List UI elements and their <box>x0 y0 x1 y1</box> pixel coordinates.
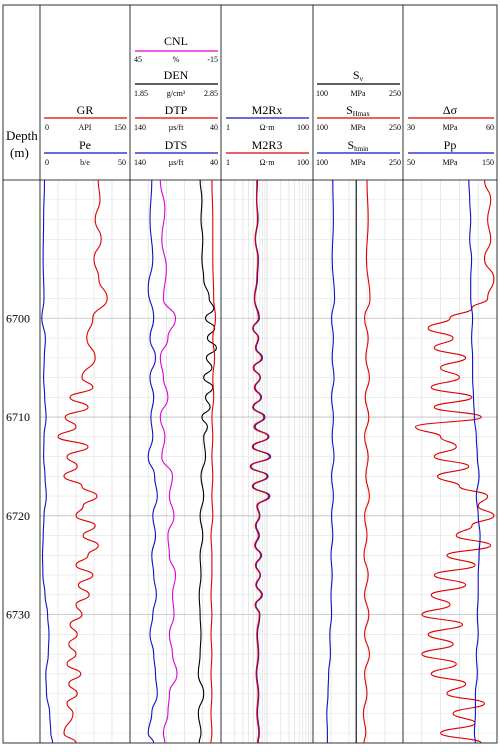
unit-m2r3: Ω·m <box>260 158 276 167</box>
unit-delta-sigma: MPa <box>442 123 458 132</box>
track-pressure <box>414 180 495 743</box>
curve-name-gr: GR <box>77 103 94 117</box>
curve-dts <box>147 180 158 743</box>
curve-name-m2r3: M2R3 <box>252 138 283 152</box>
track-resistivity <box>249 180 272 743</box>
curve-cnl <box>159 180 178 743</box>
scale-min-den: 1.85 <box>134 89 148 98</box>
scale-min-pe: 0 <box>45 158 49 167</box>
unit-den: g/cm³ <box>167 89 186 98</box>
curve-m2r3 <box>249 180 270 743</box>
curve-shmax <box>362 180 371 743</box>
depth-tick-label: 6710 <box>6 410 30 424</box>
scale-min-m2rx: 1 <box>226 123 230 132</box>
scale-max-m2r3: 100 <box>297 158 309 167</box>
scale-max-dts: 40 <box>210 158 218 167</box>
header-track-gr-pe: GR 0 API 150 Pe 0 b/e 50 <box>44 103 127 167</box>
curve-name-pp: Pp <box>444 138 457 152</box>
scale-max-pp: 150 <box>482 158 494 167</box>
scale-min-sv: 100 <box>316 89 328 98</box>
header-track-stress: Sv 100 MPa 250 SHmax 100 MPa 250 Shmin 1… <box>316 68 401 167</box>
scale-min-dts: 140 <box>134 158 146 167</box>
track-frames <box>2 4 498 744</box>
curve-pp <box>468 180 481 743</box>
scale-min-pp: 50 <box>407 158 415 167</box>
curve-name-shmin: Shmin <box>347 138 369 153</box>
curve-gr <box>57 180 108 743</box>
scale-max-gr: 150 <box>114 123 126 132</box>
unit-shmin: MPa <box>350 158 366 167</box>
unit-gr: API <box>79 123 92 132</box>
scale-min-cnl: 45 <box>134 55 142 64</box>
scale-min-gr: 0 <box>45 123 49 132</box>
curve-name-m2rx: M2Rx <box>252 103 283 117</box>
depth-axis: Depth (m) 6700 6710 6720 6730 <box>6 128 38 622</box>
scale-max-m2rx: 100 <box>297 123 309 132</box>
unit-dtp: µs/ft <box>169 123 185 132</box>
curve-name-pe: Pe <box>79 138 91 152</box>
scale-min-shmax: 100 <box>316 123 328 132</box>
depth-tick-label: 6700 <box>6 311 30 325</box>
track-stress <box>326 180 371 743</box>
unit-cnl: % <box>173 55 180 64</box>
depth-axis-unit: (m) <box>10 145 29 160</box>
curve-name-shmax: SHmax <box>346 103 370 118</box>
depth-tick-label: 6730 <box>6 608 30 622</box>
unit-m2rx: Ω·m <box>260 123 276 132</box>
curve-name-cnl: CNL <box>164 34 188 48</box>
header-track-pressure: Δσ 30 MPa 60 Pp 50 MPa 150 <box>407 103 494 167</box>
curve-pe <box>41 180 54 743</box>
unit-shmax: MPa <box>350 123 366 132</box>
curve-name-delta-sigma: Δσ <box>443 103 458 117</box>
curve-m2rx <box>250 180 272 743</box>
curve-shmin <box>326 180 336 743</box>
curve-name-sv: Sv <box>353 68 364 83</box>
depth-tick-label: 6720 <box>6 509 30 523</box>
unit-pp: MPa <box>442 158 458 167</box>
scale-max-delta-sigma: 60 <box>486 123 494 132</box>
curve-den <box>197 180 217 743</box>
scale-max-cnl: -15 <box>207 55 218 64</box>
curve- <box>414 180 495 743</box>
scale-max-pe: 50 <box>118 158 126 167</box>
gridlines <box>40 179 497 743</box>
scale-max-dtp: 40 <box>210 123 218 132</box>
scale-min-m2r3: 1 <box>226 158 230 167</box>
depth-axis-label: Depth <box>6 128 38 143</box>
scale-min-shmin: 100 <box>316 158 328 167</box>
header-track-porosity: CNL 45 % -15 DEN 1.85 g/cm³ 2.85 DTP 140… <box>134 34 218 167</box>
scale-min-dtp: 140 <box>134 123 146 132</box>
track-gr_pe <box>41 180 108 743</box>
scale-max-sv: 250 <box>389 89 401 98</box>
curves <box>41 180 495 743</box>
header-track-resistivity: M2Rx 1 Ω·m 100 M2R3 1 Ω·m 100 <box>226 103 309 167</box>
unit-sv: MPa <box>350 89 366 98</box>
curve-name-dtp: DTP <box>165 103 188 117</box>
scale-max-shmin: 250 <box>389 158 401 167</box>
scale-max-den: 2.85 <box>204 89 218 98</box>
track-porosity <box>147 180 217 743</box>
unit-dts: µs/ft <box>169 158 185 167</box>
curve-dtp <box>210 180 217 743</box>
scale-min-delta-sigma: 30 <box>407 123 415 132</box>
curve-name-dts: DTS <box>165 138 188 152</box>
scale-max-shmax: 250 <box>389 123 401 132</box>
curve-name-den: DEN <box>164 68 189 82</box>
unit-pe: b/e <box>80 158 90 167</box>
